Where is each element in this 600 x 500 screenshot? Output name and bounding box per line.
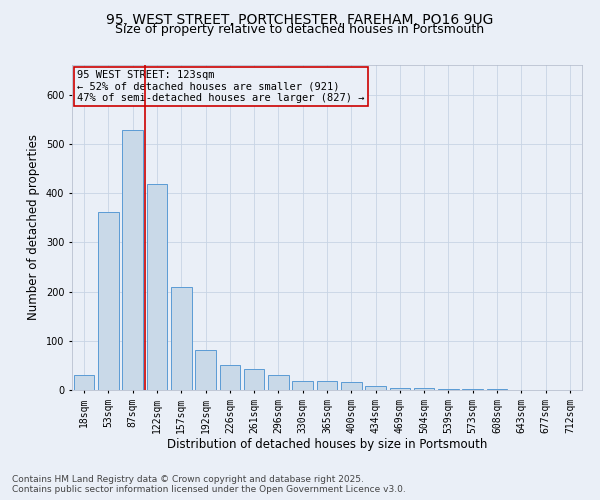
Bar [268,375,289,390]
Bar [122,130,143,390]
Bar [365,386,386,390]
Text: 95, WEST STREET, PORTCHESTER, FAREHAM, PO16 9UG: 95, WEST STREET, PORTCHESTER, FAREHAM, P… [106,12,494,26]
Bar [220,366,240,390]
Text: 95 WEST STREET: 123sqm
← 52% of detached houses are smaller (921)
47% of semi-de: 95 WEST STREET: 123sqm ← 52% of detached… [77,70,365,103]
Y-axis label: Number of detached properties: Number of detached properties [28,134,40,320]
Bar [389,388,410,390]
Bar [438,388,459,390]
Bar [146,184,167,390]
Bar [195,350,216,390]
Bar [292,381,313,390]
Bar [171,286,191,390]
Bar [487,389,508,390]
X-axis label: Distribution of detached houses by size in Portsmouth: Distribution of detached houses by size … [167,438,487,452]
Bar [341,382,362,390]
Bar [74,375,94,390]
Bar [463,389,483,390]
Bar [317,381,337,390]
Bar [98,212,119,390]
Text: Contains HM Land Registry data © Crown copyright and database right 2025.
Contai: Contains HM Land Registry data © Crown c… [12,474,406,494]
Bar [244,370,265,390]
Bar [414,388,434,390]
Text: Size of property relative to detached houses in Portsmouth: Size of property relative to detached ho… [115,22,485,36]
